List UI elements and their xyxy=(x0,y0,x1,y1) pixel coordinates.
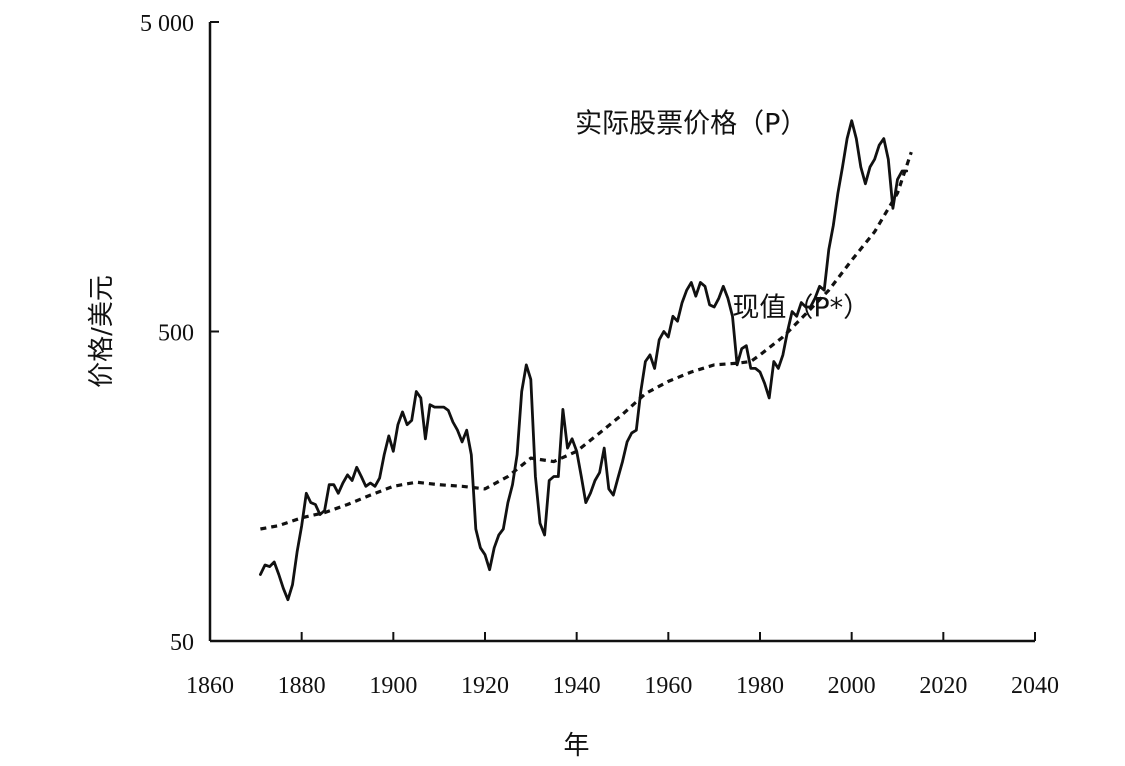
series-present-value-line xyxy=(260,151,913,531)
y-tick-label: 500 xyxy=(158,321,194,347)
series-actual-price-line xyxy=(258,119,909,602)
x-tick-label: 2020 xyxy=(919,673,967,699)
x-tick-label: 1920 xyxy=(461,673,509,699)
x-tick-label: 1980 xyxy=(736,673,784,699)
y-ticks: 50 500 5 000 xyxy=(140,11,219,656)
x-axis-title: 年 xyxy=(563,731,589,761)
x-tick-label: 1880 xyxy=(278,673,326,699)
x-tick-label: 1860 xyxy=(186,673,234,699)
series-layer xyxy=(258,119,913,602)
x-tick-label: 2040 xyxy=(1011,673,1059,699)
annotation-layer: 实际股票价格（P） 现值（P*） xyxy=(575,108,870,323)
y-axis-title: 价格/美元 xyxy=(87,275,117,388)
y-tick-label: 50 xyxy=(170,630,194,656)
series-annotation: 实际股票价格（P） xyxy=(575,108,807,139)
x-tick-label: 2000 xyxy=(828,673,876,699)
x-tick-label: 1900 xyxy=(369,673,417,699)
y-tick-label: 5 000 xyxy=(140,11,194,37)
x-tick-label: 1960 xyxy=(644,673,692,699)
series-annotation: 现值（P*） xyxy=(732,292,870,323)
x-ticks: 1860 1880 1900 1920 1940 1960 1980 2000 2020 2040 xyxy=(186,632,1059,699)
x-tick-label: 1940 xyxy=(553,673,601,699)
